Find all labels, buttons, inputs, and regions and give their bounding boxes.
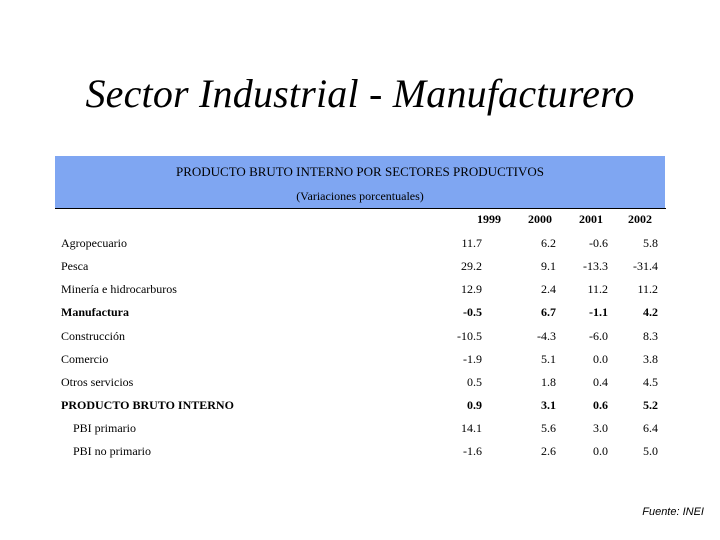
value-cell: 3.8 [643,352,658,366]
value-cell: 5.6 [541,421,556,435]
value-cell: 0.5 [467,375,482,389]
row-label: Comercio [61,352,109,366]
value-cell: -4.3 [537,329,556,343]
table-row: Construcción -10.5 -4.3 -6.0 8.3 [0,329,720,347]
slide-title: Sector Industrial - Manufacturero [85,71,635,116]
table-title: PRODUCTO BRUTO INTERNO POR SECTORES PROD… [175,164,545,179]
value-cell: -1.1 [589,305,608,319]
value-cell: 9.1 [541,259,556,273]
value-cell: 4.2 [643,305,658,319]
table-header: PRODUCTO BRUTO INTERNO POR SECTORES PROD… [55,156,665,208]
row-label: Manufactura [61,305,129,319]
row-label: Otros servicios [61,375,134,389]
value-cell: 0.0 [593,444,608,458]
value-cell: -0.6 [589,236,608,250]
value-cell: 0.9 [467,398,482,412]
row-label: Construcción [61,329,125,343]
table-row: PRODUCTO BRUTO INTERNO 0.9 3.1 0.6 5.2 [0,398,720,416]
value-cell: -1.6 [463,444,482,458]
year-header-1999: 1999 [477,212,501,226]
value-cell: -1.9 [463,352,482,366]
row-label: PBI no primario [73,444,151,458]
value-cell: 12.9 [461,282,482,296]
row-label: Pesca [61,259,89,273]
value-cell: 2.4 [541,282,556,296]
value-cell: 5.1 [541,352,556,366]
value-cell: 0.4 [593,375,608,389]
table-row: Otros servicios 0.5 1.8 0.4 4.5 [0,375,720,393]
value-cell: -6.0 [589,329,608,343]
value-cell: 5.2 [643,398,658,412]
value-cell: 2.6 [541,444,556,458]
value-cell: 11.2 [587,282,608,296]
value-cell: 6.4 [643,421,658,435]
row-label: PRODUCTO BRUTO INTERNO [61,398,234,412]
source-note: Fuente: INEI [642,506,704,518]
row-label: Agropecuario [61,236,127,250]
value-cell: 5.8 [643,236,658,250]
row-label: Minería e hidrocarburos [61,282,177,296]
value-cell: 4.5 [643,375,658,389]
value-cell: -13.3 [583,259,608,273]
year-header-2002: 2002 [628,212,652,226]
value-cell: -31.4 [633,259,658,273]
value-cell: 6.2 [541,236,556,250]
year-header-2000: 2000 [528,212,552,226]
value-cell: 11.7 [461,236,482,250]
row-label: PBI primario [73,421,136,435]
value-cell: 14.1 [461,421,482,435]
value-cell: 1.8 [541,375,556,389]
value-cell: 3.0 [593,421,608,435]
year-header-row: 1999 2000 2001 2002 [0,212,720,230]
year-header-2001: 2001 [579,212,603,226]
table-divider [55,208,666,209]
value-cell: -0.5 [463,305,482,319]
table-row: Comercio -1.9 5.1 0.0 3.8 [0,352,720,370]
value-cell: 3.1 [541,398,556,412]
table-subtitle: (Variaciones porcentuales) [296,189,424,203]
value-cell: 0.0 [593,352,608,366]
value-cell: 0.6 [593,398,608,412]
table-row: Agropecuario 11.7 6.2 -0.6 5.8 [0,236,720,254]
value-cell: 29.2 [461,259,482,273]
table-row: Pesca 29.2 9.1 -13.3 -31.4 [0,259,720,277]
value-cell: -10.5 [457,329,482,343]
table-row: PBI no primario -1.6 2.6 0.0 5.0 [0,444,720,462]
value-cell: 6.7 [541,305,556,319]
table-row: PBI primario 14.1 5.6 3.0 6.4 [0,421,720,439]
value-cell: 11.2 [637,282,658,296]
value-cell: 5.0 [643,444,658,458]
table-row: Manufactura -0.5 6.7 -1.1 4.2 [0,305,720,323]
table-row: Minería e hidrocarburos 12.9 2.4 11.2 11… [0,282,720,300]
value-cell: 8.3 [643,329,658,343]
